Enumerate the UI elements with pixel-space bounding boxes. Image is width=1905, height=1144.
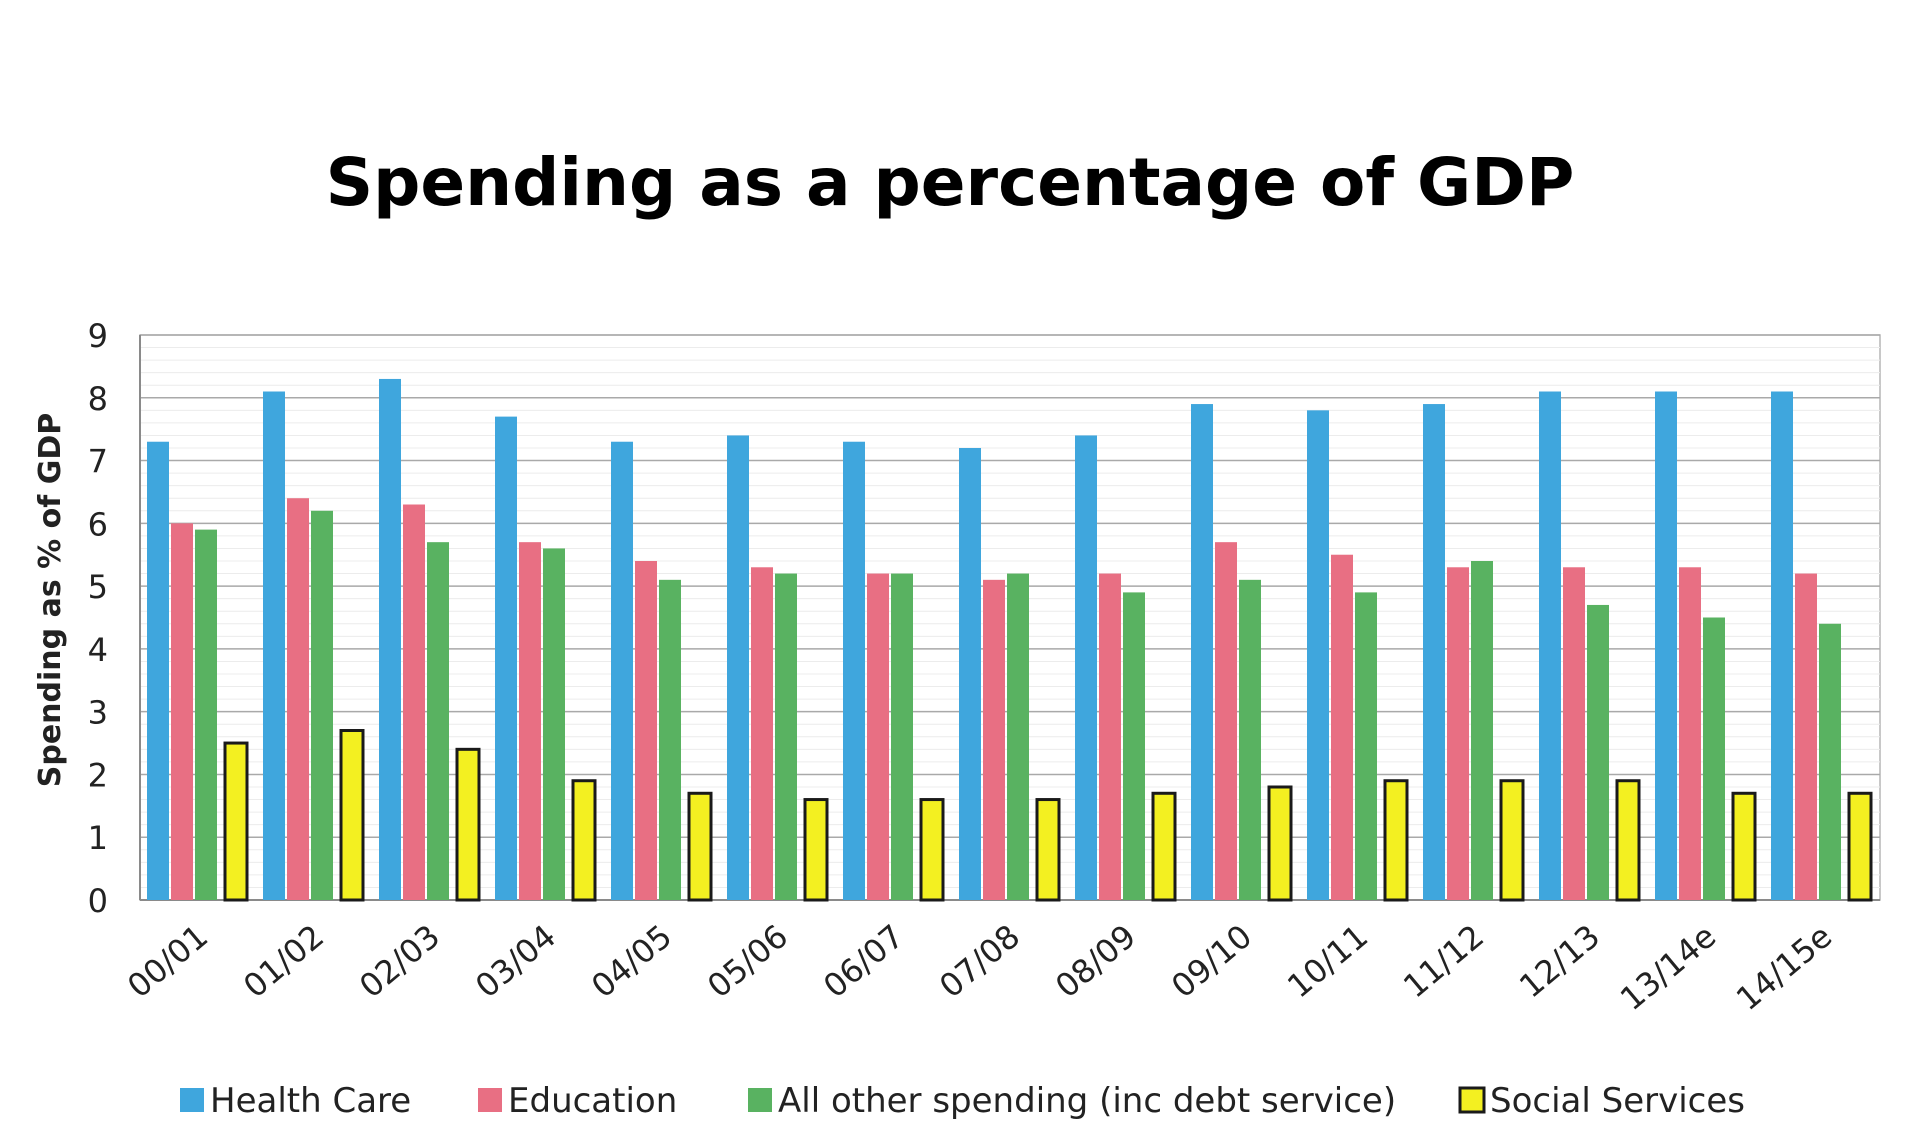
bar-social-services xyxy=(919,798,945,902)
bar-education xyxy=(1795,573,1817,900)
bar-all-other-spending-inc-debt-service xyxy=(1239,579,1261,900)
bar-education xyxy=(519,542,541,900)
x-tick-label: 13/14e xyxy=(1613,917,1723,1018)
x-tick-label: 12/13 xyxy=(1512,917,1607,1005)
bar-social-services xyxy=(1615,779,1641,902)
bar-education xyxy=(287,498,309,900)
bar-health-care xyxy=(611,441,633,900)
legend: Health Care Education All other spending (… xyxy=(180,1081,1745,1121)
x-tick-label: 04/05 xyxy=(584,917,679,1005)
x-tick-label: 11/12 xyxy=(1396,917,1491,1005)
bar-health-care xyxy=(1307,410,1329,900)
bar-all-other-spending-inc-debt-service xyxy=(1007,573,1029,900)
y-tick-label: 9 xyxy=(88,317,108,355)
bar-social-services xyxy=(1267,785,1293,902)
legend-label: Education xyxy=(508,1081,677,1121)
bar-all-other-spending-inc-debt-service xyxy=(311,510,333,900)
bar-social-services xyxy=(1383,779,1409,902)
bar-health-care xyxy=(263,391,285,900)
bar-health-care xyxy=(495,416,517,900)
x-tick-label: 05/06 xyxy=(700,917,795,1005)
x-tick-label: 08/09 xyxy=(1048,917,1143,1005)
chart-title: Spending as a percentage of GDP xyxy=(326,144,1575,221)
bar-education xyxy=(867,573,889,900)
bar-health-care xyxy=(959,448,981,900)
bar-all-other-spending-inc-debt-service xyxy=(1471,561,1493,900)
x-tick-label: 06/07 xyxy=(816,917,911,1005)
bar-health-care xyxy=(727,435,749,900)
bar-social-services xyxy=(1151,791,1177,902)
legend-label: Social Services xyxy=(1490,1081,1745,1121)
bar-all-other-spending-inc-debt-service xyxy=(891,573,913,900)
bar-all-other-spending-inc-debt-service xyxy=(427,542,449,900)
y-tick-label: 2 xyxy=(88,756,108,794)
bar-education xyxy=(983,579,1005,900)
bar-health-care xyxy=(1423,404,1445,900)
bar-health-care xyxy=(147,441,169,900)
bar-education xyxy=(403,504,425,900)
bar-social-services xyxy=(1847,791,1873,902)
x-tick-label: 07/08 xyxy=(932,917,1027,1005)
bar-social-services xyxy=(223,741,249,902)
bar-social-services xyxy=(339,729,365,902)
bar-all-other-spending-inc-debt-service xyxy=(195,529,217,900)
bar-education xyxy=(1099,573,1121,900)
legend-swatch xyxy=(1458,1086,1486,1114)
y-tick-label: 7 xyxy=(88,443,108,481)
bar-social-services xyxy=(1499,779,1525,902)
y-tick-label: 6 xyxy=(88,505,108,543)
bar-all-other-spending-inc-debt-service xyxy=(659,579,681,900)
y-tick-label: 3 xyxy=(88,694,108,732)
bar-social-services xyxy=(1035,798,1061,902)
bar-all-other-spending-inc-debt-service xyxy=(543,548,565,900)
bar-health-care xyxy=(1075,435,1097,900)
bar-all-other-spending-inc-debt-service xyxy=(1703,617,1725,900)
y-tick-label: 0 xyxy=(88,882,108,920)
bar-health-care xyxy=(1191,404,1213,900)
bar-education xyxy=(171,523,193,900)
legend-label: Health Care xyxy=(210,1081,411,1121)
bar-education xyxy=(635,561,657,900)
bar-health-care xyxy=(843,441,865,900)
bar-education xyxy=(1679,567,1701,900)
bar-education xyxy=(1331,554,1353,900)
x-tick-label: 10/11 xyxy=(1280,917,1375,1005)
x-tick-label: 09/10 xyxy=(1164,917,1259,1005)
bar-health-care xyxy=(379,378,401,900)
bar-all-other-spending-inc-debt-service xyxy=(1123,592,1145,900)
x-tick-label: 03/04 xyxy=(468,917,563,1005)
bar-social-services xyxy=(803,798,829,902)
y-tick-label: 8 xyxy=(88,380,108,418)
bar-education xyxy=(1447,567,1469,900)
bar-education xyxy=(1563,567,1585,900)
bar-health-care xyxy=(1539,391,1561,900)
bar-social-services xyxy=(1731,791,1757,902)
bar-education xyxy=(751,567,773,900)
bar-all-other-spending-inc-debt-service xyxy=(1819,623,1841,900)
legend-swatch xyxy=(478,1088,502,1112)
y-axis-label: Spending as % of GDP xyxy=(33,413,68,788)
x-tick-label: 01/02 xyxy=(236,917,331,1005)
plot-area: 0 1 2 3 4 5 6 7 8 9 00/01 01/02 02/03 03/04 04/05 05/06… xyxy=(88,317,1881,1018)
legend-swatch xyxy=(748,1088,772,1112)
y-tick-label: 4 xyxy=(88,631,108,669)
bar-all-other-spending-inc-debt-service xyxy=(1587,604,1609,900)
x-tick-label: 00/01 xyxy=(120,917,215,1005)
bar-health-care xyxy=(1655,391,1677,900)
legend-label: All other spending (inc debt service) xyxy=(778,1081,1396,1121)
x-tick-label: 14/15e xyxy=(1729,917,1839,1018)
bar-all-other-spending-inc-debt-service xyxy=(775,573,797,900)
bar-health-care xyxy=(1771,391,1793,900)
bar-social-services xyxy=(455,747,481,902)
x-tick-label: 02/03 xyxy=(352,917,447,1005)
y-tick-label: 1 xyxy=(88,819,108,857)
bar-education xyxy=(1215,542,1237,900)
bar-all-other-spending-inc-debt-service xyxy=(1355,592,1377,900)
bar-social-services xyxy=(571,779,597,902)
y-tick-label: 5 xyxy=(88,568,108,606)
bar-social-services xyxy=(687,791,713,902)
legend-swatch xyxy=(180,1088,204,1112)
